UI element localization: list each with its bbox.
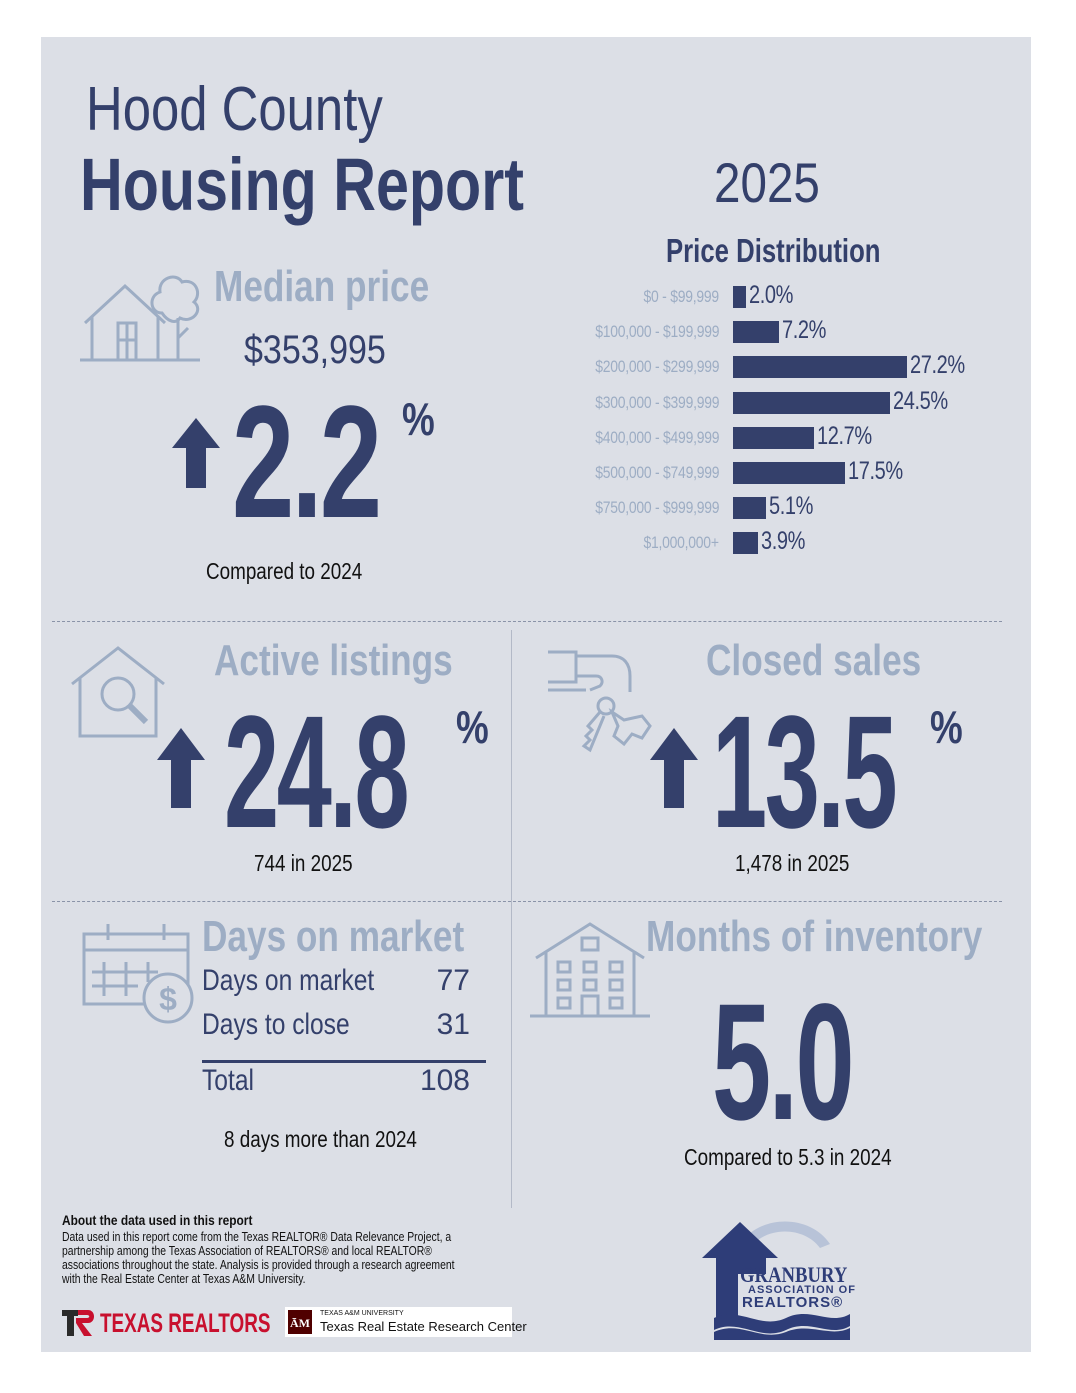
- bar-value-label: 2.0%: [748, 281, 793, 309]
- median-price-value: $353,995: [244, 328, 386, 372]
- active-listings-caption: 744 in 2025: [254, 850, 353, 876]
- bar-category-label: $400,000 - $499,999: [595, 427, 719, 447]
- report-page: [41, 37, 1031, 1352]
- dom-total-value: 108: [419, 1064, 470, 1097]
- active-listings-label: Active listings: [214, 636, 453, 685]
- bar-value-label: 17.5%: [847, 457, 903, 485]
- apartment-building-icon: [530, 920, 650, 1027]
- bar: [733, 321, 780, 344]
- county-title: Hood County: [86, 75, 383, 144]
- bar-category-label: $200,000 - $299,999: [595, 357, 719, 377]
- texas-realtors-logo-icon: [62, 1310, 96, 1341]
- median-price-label: Median price: [214, 262, 430, 311]
- bar-value-label: 7.2%: [782, 316, 827, 345]
- bar-value-label: 12.7%: [817, 421, 872, 450]
- up-arrow-icon: [157, 728, 205, 813]
- divider-vertical: [511, 630, 512, 1208]
- months-inventory-value: 5.0: [712, 970, 855, 1155]
- svg-text:ĀM: ĀM: [290, 1316, 310, 1330]
- bar-value-label: 24.5%: [892, 386, 948, 415]
- median-price-compare: Compared to 2024: [206, 558, 363, 584]
- about-title: About the data used in this report: [62, 1212, 253, 1228]
- dom-row-label-1: Days on market: [202, 964, 375, 997]
- bar-category-label: $100,000 - $199,999: [595, 322, 719, 342]
- bar-category-label: $1,000,000+: [643, 533, 719, 553]
- granbury-name: GRANBURY: [740, 1262, 848, 1287]
- up-arrow-icon: [172, 418, 220, 493]
- days-on-market-label: Days on market: [202, 912, 465, 961]
- dom-row-value-2: 31: [436, 1008, 470, 1041]
- tamu-logo-box: [285, 1307, 512, 1337]
- active-listings-change: 24.8: [224, 682, 410, 861]
- tamu-center-label: Texas Real Estate Research Center: [320, 1319, 527, 1334]
- house-tree-icon: [80, 268, 205, 373]
- closed-sales-unit: %: [930, 701, 963, 753]
- bar-value-label: 5.1%: [768, 492, 813, 521]
- price-distribution-title: Price Distribution: [666, 232, 881, 269]
- granbury-logo-icon: [700, 1214, 852, 1347]
- dom-row-label-2: Days to close: [202, 1008, 350, 1041]
- closed-sales-caption: 1,478 in 2025: [735, 850, 850, 876]
- months-inventory-caption: Compared to 5.3 in 2024: [684, 1144, 892, 1170]
- bar: [733, 286, 746, 308]
- bar: [733, 356, 907, 379]
- bar-category-label: $750,000 - $999,999: [595, 498, 719, 518]
- granbury-assoc: ASSOCIATION OF: [748, 1284, 856, 1296]
- report-year: 2025: [714, 151, 820, 214]
- svg-text:$: $: [159, 981, 177, 1017]
- bar-value-label: 27.2%: [910, 351, 965, 380]
- texas-realtors-wordmark: TEXAS REALTORS: [100, 1308, 271, 1338]
- median-price-change: 2.2: [232, 372, 382, 551]
- bar: [733, 426, 815, 449]
- bar: [733, 532, 758, 555]
- about-text: Data used in this report come from the T…: [62, 1229, 455, 1286]
- house-search-icon: [70, 644, 166, 745]
- bar: [733, 497, 766, 520]
- bar-value-label: 3.9%: [760, 527, 805, 556]
- divider-middle: [52, 901, 1002, 902]
- report-title: Housing Report: [80, 143, 524, 226]
- closed-sales-label: Closed sales: [706, 636, 922, 685]
- dom-total-label: Total: [202, 1064, 254, 1097]
- bar: [733, 391, 890, 414]
- up-arrow-icon: [650, 728, 698, 813]
- months-inventory-label: Months of inventory: [646, 912, 983, 961]
- bar: [733, 462, 845, 484]
- tamu-university-label: TEXAS A&M UNIVERSITY: [320, 1310, 404, 1317]
- dom-total-rule: [202, 1060, 486, 1063]
- bar-category-label: $300,000 - $399,999: [595, 392, 719, 412]
- calendar-dollar-icon: $: [82, 922, 197, 1037]
- active-listings-unit: %: [456, 701, 489, 753]
- dom-row-value-1: 77: [436, 964, 470, 997]
- granbury-realtors: REALTORS®: [742, 1294, 844, 1311]
- dom-caption: 8 days more than 2024: [224, 1126, 417, 1152]
- tamu-logo-icon: ĀM: [288, 1310, 312, 1339]
- bar-category-label: $0 - $99,999: [643, 287, 720, 306]
- hand-key-icon: [546, 646, 656, 763]
- median-price-unit: %: [402, 393, 435, 445]
- bar-category-label: $500,000 - $749,999: [595, 463, 719, 482]
- closed-sales-change: 13.5: [712, 682, 898, 861]
- divider-top: [52, 621, 1002, 622]
